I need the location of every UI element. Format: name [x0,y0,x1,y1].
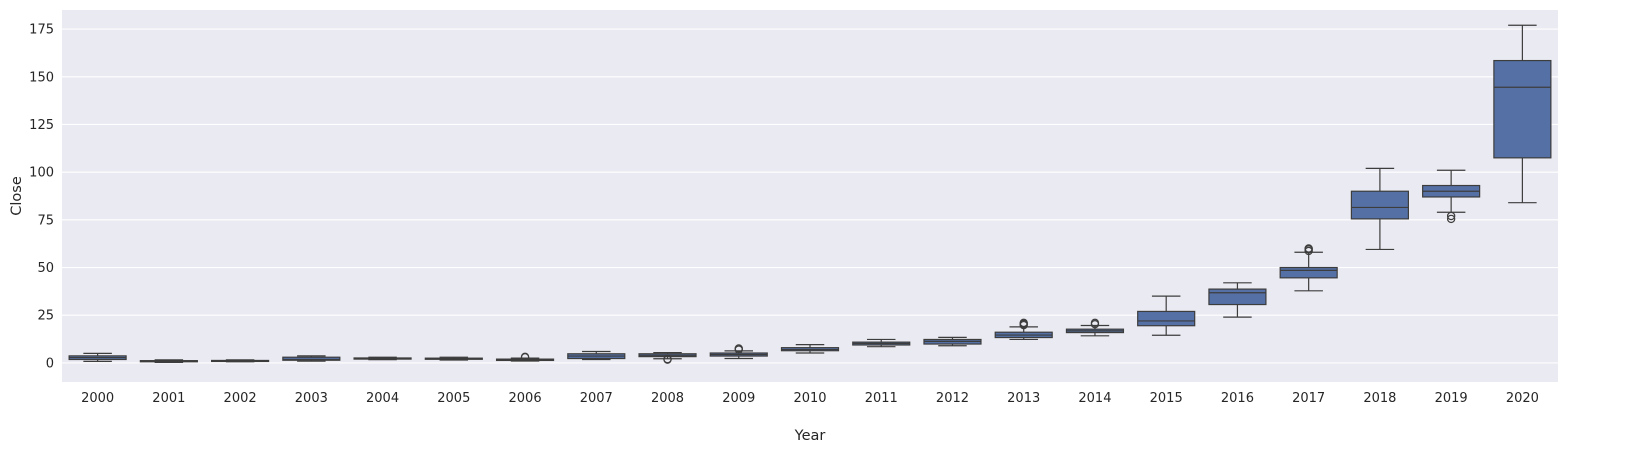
x-axis-label: Year [794,428,826,444]
x-tick-label: 2011 [865,391,898,406]
boxes [68,24,1552,364]
y-axis-label: Close [9,176,25,216]
x-tick-label: 2015 [1150,391,1183,406]
box-2015 [1137,295,1196,336]
box-iqr [1208,288,1267,306]
outlier-point [1019,318,1028,328]
x-tick-label: 2010 [793,391,826,406]
box-2011 [852,338,911,348]
x-tick-label: 2009 [722,391,755,406]
box-2008 [638,352,697,364]
x-tick-label: 2007 [580,391,613,406]
box-2003 [282,355,341,362]
box-2018 [1350,167,1410,251]
box-2012 [923,336,982,347]
outlier-point [734,344,743,353]
box-2014 [1065,318,1125,337]
x-tick-label: 2008 [651,391,684,406]
x-tick-labels: 2000 2001 2002 2003 2004 2005 2006 2007 2008 2009… [81,391,1539,406]
x-tick-label: 2003 [295,391,328,406]
x-tick-label: 2004 [366,391,399,406]
box-2009 [709,344,768,360]
box-2000 [68,352,127,362]
box-iqr [1279,266,1338,279]
box-2001 [139,359,198,363]
x-tick-label: 2018 [1363,391,1396,406]
box-2007 [567,350,626,361]
box-2020 [1493,24,1552,204]
box-2005 [424,356,483,361]
box-iqr [1137,310,1196,327]
x-tick-label: 2014 [1078,391,1111,406]
outlier-point [1304,244,1313,253]
box-2017 [1279,244,1338,292]
outlier-point [663,355,672,364]
y-tick-label: 50 [37,261,54,276]
box-2002 [211,359,270,363]
grid-lines [62,28,1558,364]
x-tick-label: 2005 [437,391,470,406]
box-2016 [1208,282,1267,318]
outlier-point [520,353,530,362]
outlier-point [1446,214,1456,224]
y-tick-label: 75 [37,213,54,228]
box-2013 [994,318,1053,341]
box-2004 [353,356,412,361]
x-tick-label: 2019 [1435,391,1468,406]
y-tick-labels: 0 25 50 75 100 125 150 175 [29,23,54,372]
x-tick-label: 2012 [936,391,969,406]
outlier-point [1446,211,1456,221]
box-2006 [495,352,555,362]
y-tick-label: 100 [29,166,54,181]
y-tick-label: 25 [37,309,54,324]
box-iqr [1350,190,1410,220]
box-iqr [282,356,341,361]
y-tick-label: 150 [29,70,54,85]
x-tick-label: 2013 [1007,391,1040,406]
x-tick-label: 2000 [81,391,114,406]
box-iqr [1493,59,1552,159]
x-tick-label: 2016 [1221,391,1254,406]
x-tick-label: 2006 [509,391,542,406]
x-tick-label: 2002 [224,391,257,406]
outlier-point [1090,318,1100,328]
y-tick-label: 175 [29,23,54,38]
y-tick-label: 125 [29,118,54,133]
x-tick-label: 2001 [152,391,185,406]
box-2019 [1422,169,1481,224]
x-tick-label: 2017 [1292,391,1325,406]
box-2010 [780,344,840,354]
x-tick-label: 2020 [1506,391,1539,406]
y-tick-label: 0 [46,356,54,371]
plot-background [62,10,1558,382]
